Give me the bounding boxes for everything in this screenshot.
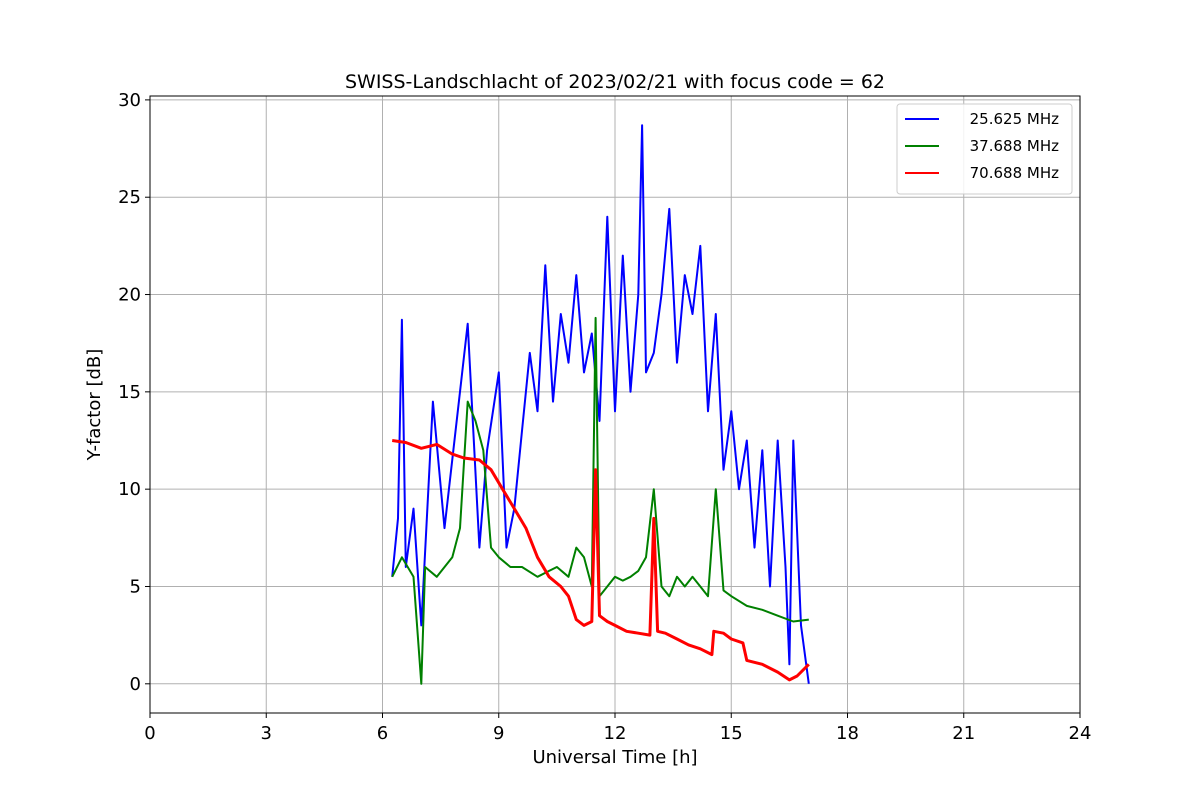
x-tick-label: 12 xyxy=(604,723,627,744)
series-line-3 xyxy=(391,439,810,682)
series-lines xyxy=(391,124,810,685)
x-tick-label: 21 xyxy=(952,723,975,744)
legend: 25.625 MHz 37.688 MHz 70.688 MHz xyxy=(896,103,1073,195)
legend-box xyxy=(896,103,1073,195)
x-tick-label: 24 xyxy=(1069,723,1092,744)
y-tick-label: 0 xyxy=(130,674,141,695)
y-axis-label: Y-factor [dB] xyxy=(84,349,105,462)
legend-entry: 37.688 MHz xyxy=(970,137,1059,155)
axis-ticks: 0 3 6 9 12 15 18 21 24 0 5 10 15 20 25 30 xyxy=(118,90,1091,744)
series-line-2 xyxy=(391,316,809,685)
legend-entry: 25.625 MHz xyxy=(970,110,1059,128)
y-tick-label: 25 xyxy=(118,187,141,208)
legend-entry: 70.688 MHz xyxy=(970,164,1059,182)
x-tick-label: 6 xyxy=(377,723,388,744)
x-tick-label: 3 xyxy=(261,723,272,744)
x-axis-label: Universal Time [h] xyxy=(532,747,697,768)
series-line-1 xyxy=(391,124,810,684)
y-tick-label: 10 xyxy=(118,479,141,500)
y-tick-label: 5 xyxy=(130,576,141,597)
x-tick-label: 9 xyxy=(493,723,504,744)
y-tick-label: 20 xyxy=(118,285,141,306)
y-tick-label: 15 xyxy=(118,382,141,403)
x-tick-label: 0 xyxy=(144,723,155,744)
chart-title: SWISS-Landschlacht of 2023/02/21 with fo… xyxy=(345,71,885,93)
x-tick-label: 15 xyxy=(720,723,743,744)
x-tick-label: 18 xyxy=(836,723,859,744)
y-tick-label: 30 xyxy=(118,90,141,111)
